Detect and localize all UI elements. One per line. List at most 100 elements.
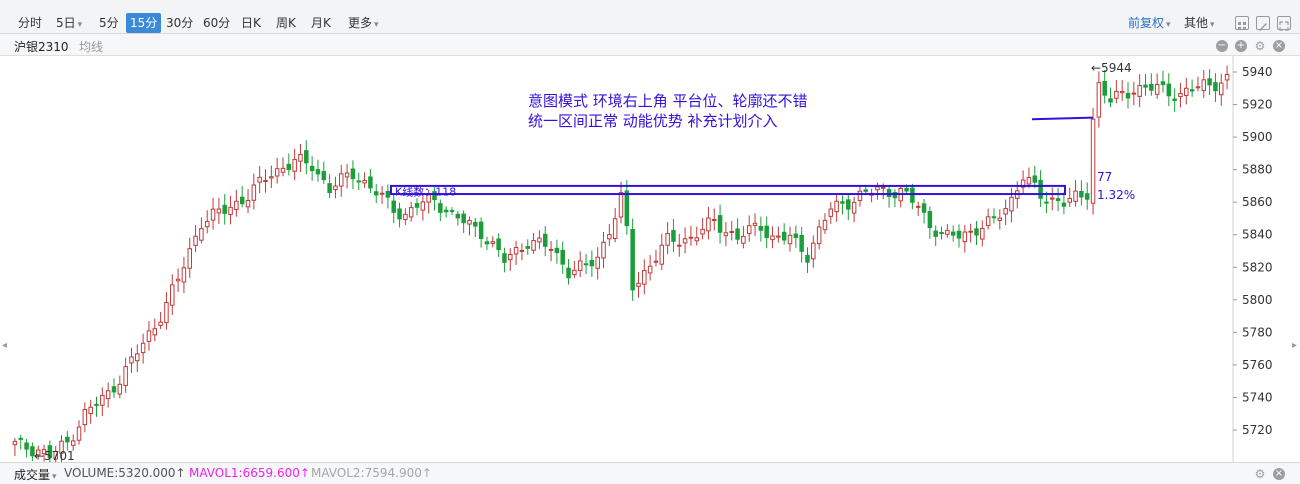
candle — [781, 223, 787, 245]
toolbar: 分时 5日 ▾ 5分 15分 30分 60分 日K 周K 月K 更多 ▾ 前复权 ▾ 其他 ▾ — [0, 0, 1300, 34]
scroll-left-icon[interactable]: ◂ — [2, 340, 8, 351]
candle — [741, 226, 746, 249]
close-icon[interactable]: × — [1273, 40, 1285, 52]
candle — [146, 320, 152, 351]
candle — [1073, 180, 1078, 207]
candle — [12, 438, 18, 457]
fullscreen-icon[interactable] — [1277, 16, 1291, 31]
candle — [1207, 69, 1212, 95]
y-tick-label: 5860 — [1242, 195, 1273, 209]
price-chart[interactable]: ←5944 ←5701 K线数：118 77 1.32% 5720 5740 5760 578… — [10, 56, 1300, 471]
tab-label: 月K — [311, 16, 331, 30]
adjust-dropdown[interactable]: 前复权 ▾ — [1128, 14, 1171, 31]
candle — [1055, 187, 1061, 211]
tab-period-9[interactable]: 更多 ▾ — [348, 13, 379, 33]
candle — [735, 218, 740, 245]
candle — [816, 219, 822, 250]
tab-period-0[interactable]: 分时 — [18, 13, 42, 33]
volume-dropdown[interactable]: 成交量 ▾ — [14, 466, 57, 483]
candle — [210, 197, 216, 230]
candle — [612, 208, 618, 243]
candle — [787, 226, 793, 252]
candle — [35, 445, 41, 460]
tab-label: 15分 — [130, 16, 158, 30]
minus-icon[interactable]: − — [1216, 40, 1228, 52]
tab-period-5[interactable]: 60分 — [203, 13, 230, 33]
gear-icon[interactable]: ⚙ — [1254, 467, 1266, 481]
candle — [455, 210, 461, 226]
breakout-line[interactable] — [1031, 116, 1094, 121]
draw-tool-icon[interactable] — [1256, 16, 1270, 31]
candle — [548, 240, 554, 262]
volume-bar: 成交量 ▾ VOLUME:5320.000↑ MAVOL1:6659.600↑ M… — [0, 462, 1300, 484]
candle — [1149, 73, 1154, 96]
candle — [175, 268, 181, 293]
candle — [1178, 83, 1183, 108]
candle — [560, 241, 565, 274]
candle — [1084, 182, 1090, 210]
range-box-value: 77 — [1097, 170, 1112, 184]
candle — [1172, 88, 1177, 112]
candle — [717, 204, 723, 244]
candle — [496, 233, 501, 257]
info-bar: 沪银2310 均线 − + ⚙ × — [0, 34, 1300, 56]
tab-label: 60分 — [203, 16, 231, 30]
candle — [403, 208, 408, 225]
tab-period-7[interactable]: 周K — [276, 13, 296, 33]
other-dropdown[interactable]: 其他 ▾ — [1184, 14, 1215, 31]
tab-period-3[interactable]: 15分 — [126, 13, 162, 33]
candle — [286, 153, 292, 176]
candle — [1050, 187, 1055, 211]
annotation-line-1: 意图模式 环境右上角 平台位、轮廓还不错 — [528, 92, 808, 110]
indicator-label[interactable]: 均线 — [79, 40, 104, 54]
candle — [636, 272, 641, 298]
candle — [478, 217, 484, 248]
candle — [682, 227, 688, 254]
candle — [688, 225, 694, 246]
range-box[interactable] — [390, 184, 1066, 196]
close-icon[interactable]: × — [1273, 468, 1285, 480]
candle — [123, 357, 128, 393]
candle — [915, 201, 921, 216]
candle — [840, 195, 845, 215]
candle — [1020, 170, 1026, 195]
gear-icon[interactable]: ⚙ — [1254, 39, 1266, 53]
candle — [30, 442, 35, 462]
candle — [362, 172, 367, 188]
candle — [671, 219, 676, 253]
y-tick-label: 5880 — [1242, 163, 1273, 177]
candlestick-chart[interactable]: ←5944 ←5701 K线数：118 77 1.32% 5720 5740 5760 578… — [10, 56, 1290, 471]
candle — [1143, 73, 1148, 96]
candle — [653, 249, 659, 267]
candle — [752, 213, 758, 236]
plus-icon[interactable]: + — [1235, 40, 1247, 52]
candle — [304, 140, 309, 175]
candle — [898, 184, 903, 208]
candle — [315, 159, 321, 182]
volume-label: 成交量 — [14, 468, 51, 482]
y-tick-label: 5940 — [1242, 65, 1273, 79]
candle — [537, 230, 542, 249]
candle — [711, 208, 717, 231]
candle — [519, 243, 525, 261]
symbol-label: 沪银2310 — [14, 40, 69, 54]
candle — [542, 226, 548, 257]
tab-period-8[interactable]: 月K — [311, 13, 331, 33]
candle — [513, 240, 519, 266]
candle — [461, 210, 466, 233]
tab-period-2[interactable]: 5分 — [99, 13, 119, 33]
candle — [1096, 71, 1102, 128]
candle — [706, 206, 711, 240]
candle — [1195, 76, 1201, 92]
candle — [170, 274, 175, 316]
candle — [642, 259, 647, 295]
candle — [799, 227, 804, 263]
grid-layout-icon[interactable] — [1235, 16, 1249, 30]
candle — [572, 260, 577, 278]
high-price-label: ←5944 — [1091, 61, 1132, 75]
tab-period-1[interactable]: 5日 ▾ — [56, 13, 82, 33]
tab-period-6[interactable]: 日K — [241, 13, 261, 33]
candle — [298, 143, 303, 173]
scroll-right-icon[interactable]: ▸ — [1292, 340, 1298, 351]
tab-period-4[interactable]: 30分 — [166, 13, 193, 33]
